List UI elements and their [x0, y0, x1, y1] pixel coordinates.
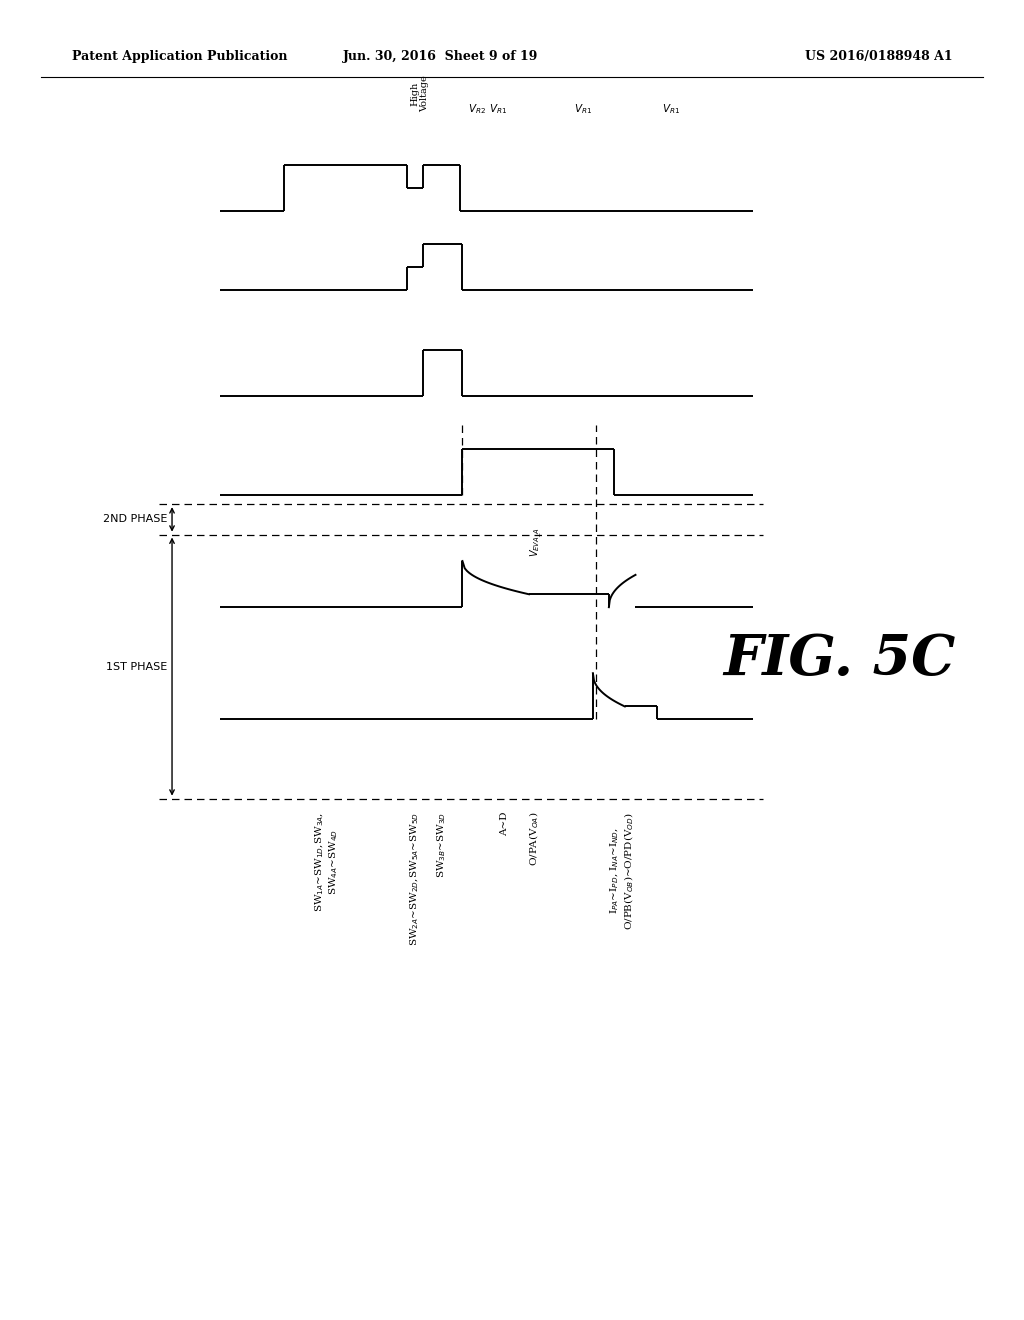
Text: SW$_{3B}$~SW$_{3D}$: SW$_{3B}$~SW$_{3D}$ [435, 812, 447, 878]
Text: High
Voltage: High Voltage [411, 75, 429, 112]
Text: $V_{R1}$: $V_{R1}$ [663, 103, 680, 116]
Text: $V_{EVA\_A}$: $V_{EVA\_A}$ [528, 528, 544, 557]
Text: FIG. 5C: FIG. 5C [724, 632, 955, 688]
Text: Patent Application Publication: Patent Application Publication [72, 50, 287, 63]
Text: I$_{PA}$~I$_{PD}$, I$_{NA}$~I$_{ND}$,
O/PB(V$_{OB}$)~O/PD(V$_{OD}$): I$_{PA}$~I$_{PD}$, I$_{NA}$~I$_{ND}$, O/… [608, 812, 636, 929]
Text: 2ND PHASE: 2ND PHASE [102, 515, 167, 524]
Text: 1ST PHASE: 1ST PHASE [105, 661, 167, 672]
Text: $V_{R2}$: $V_{R2}$ [468, 103, 485, 116]
Text: SW$_{1A}$~SW$_{1D}$,SW$_{3A}$,
SW$_{4A}$~SW$_{4D}$: SW$_{1A}$~SW$_{1D}$,SW$_{3A}$, SW$_{4A}$… [313, 812, 340, 912]
Text: SW$_{2A}$~SW$_{2D}$,SW$_{5A}$~SW$_{5D}$: SW$_{2A}$~SW$_{2D}$,SW$_{5A}$~SW$_{5D}$ [409, 812, 421, 946]
Text: US 2016/0188948 A1: US 2016/0188948 A1 [805, 50, 952, 63]
Text: Jun. 30, 2016  Sheet 9 of 19: Jun. 30, 2016 Sheet 9 of 19 [343, 50, 538, 63]
Text: $V_{R1}$: $V_{R1}$ [489, 103, 507, 116]
Text: A~D: A~D [501, 812, 510, 837]
Text: $V_{R1}$: $V_{R1}$ [574, 103, 593, 116]
Text: O/PA(V$_{OA}$): O/PA(V$_{OA}$) [527, 812, 541, 866]
